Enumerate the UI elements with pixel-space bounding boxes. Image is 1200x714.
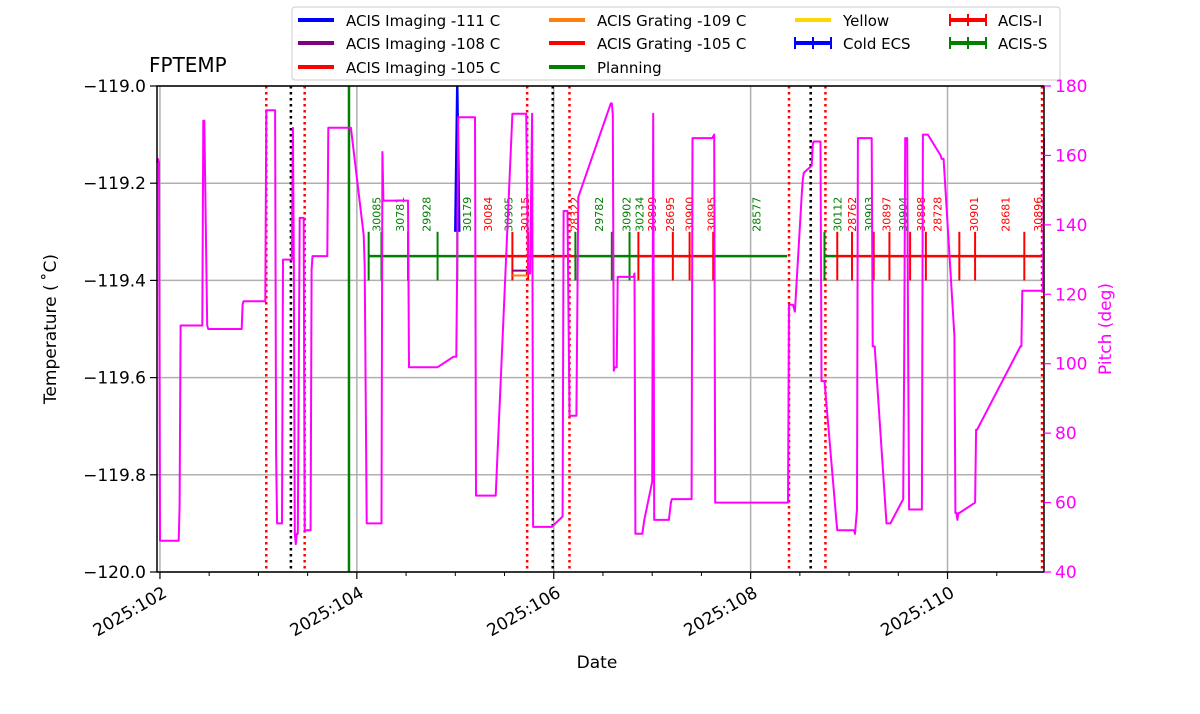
obsid-label: 28681 — [1000, 197, 1013, 232]
obsid-label: 30900 — [684, 197, 697, 232]
obsid-label: 30179 — [461, 197, 474, 232]
legend-label: Planning — [597, 59, 662, 77]
y2-tick-label: 180 — [1055, 77, 1087, 97]
y2-tick-label: 80 — [1055, 424, 1077, 444]
y-tick-label: −119.8 — [83, 466, 146, 486]
x-axis-label: Date — [577, 653, 618, 673]
obsid-label: 30115 — [519, 197, 532, 232]
legend-label: ACIS Grating -105 C — [597, 35, 746, 53]
legend-label: ACIS Grating -109 C — [597, 12, 746, 30]
obsid-label: 30903 — [863, 197, 876, 232]
y-tick-label: −120.0 — [83, 563, 146, 583]
x-tick-label: 2025:106 — [484, 583, 565, 641]
y2-tick-label: 60 — [1055, 494, 1077, 514]
obsid-label: 30895 — [705, 197, 718, 232]
obsid-label: 28695 — [664, 197, 677, 232]
y2-axis-label: Pitch (deg) — [1096, 283, 1116, 375]
obsid-label: 30781 — [394, 197, 407, 232]
y-tick-label: −119.0 — [83, 77, 146, 97]
legend-label: ACIS Imaging -108 C — [346, 35, 500, 53]
legend-items: ACIS Imaging -111 C ACIS Imaging -108 C AC… — [298, 12, 1047, 77]
obsid-label: 30902 — [621, 197, 634, 232]
obsid-label: 30896 — [1032, 197, 1045, 232]
obsid-label: 28322 — [568, 197, 581, 232]
pitch-series-layer — [156, 102, 1045, 546]
legend-label: ACIS Imaging -105 C — [346, 59, 500, 77]
y-axis-label: Temperature ( ˚C) — [40, 254, 61, 405]
plot-frame — [156, 85, 1045, 573]
obsid-labels: 30085 30781 29928 30179 30084 30905 30115 28322… — [371, 197, 1046, 232]
obsid-label: 30084 — [482, 197, 495, 232]
obsid-label: 30897 — [880, 197, 893, 232]
y2-tick-label: 140 — [1055, 216, 1087, 236]
obsid-label: 30112 — [831, 197, 844, 232]
y2-tick-label: 40 — [1055, 563, 1077, 583]
obsid-label: 29782 — [593, 197, 606, 232]
obsid-label: 30898 — [915, 197, 928, 232]
legend: ACIS Imaging -111 C ACIS Imaging -108 C AC… — [291, 6, 1061, 81]
y-tick-label: −119.6 — [83, 369, 146, 389]
y-tick-label: −119.4 — [83, 271, 146, 291]
x-tick-label: 2025:108 — [681, 583, 762, 641]
legend-label: ACIS-S — [998, 35, 1047, 53]
y2-tick-label: 100 — [1055, 355, 1087, 375]
marker-lines — [265, 86, 1044, 572]
x-tick-label: 2025:104 — [287, 583, 368, 641]
obsid-label: 30901 — [968, 197, 981, 232]
obsid-label: 30234 — [633, 197, 646, 232]
pitch-line — [156, 102, 1045, 546]
legend-box — [291, 6, 1061, 81]
obsid-label: 30085 — [371, 197, 384, 232]
obsid-label: 28577 — [751, 197, 764, 232]
y2-tick-label: 120 — [1055, 285, 1087, 305]
legend-label: ACIS Imaging -111 C — [346, 12, 500, 30]
x-tick-label: 2025:110 — [877, 583, 958, 641]
obsid-label: 28762 — [846, 197, 859, 232]
chart-title: FPTEMP — [149, 53, 227, 77]
x-tick-label: 2025:102 — [90, 583, 171, 641]
y-tick-label: −119.2 — [83, 174, 146, 194]
y2-tick-label: 160 — [1055, 146, 1087, 166]
legend-label: Yellow — [842, 12, 889, 30]
obsid-label: 28728 — [932, 197, 945, 232]
legend-label: ACIS-I — [998, 12, 1042, 30]
obsid-label: 29928 — [421, 197, 434, 232]
axes: 2025:102 2025:104 2025:106 2025:108 2025:110… — [83, 77, 1087, 641]
legend-label: Cold ECS — [843, 35, 911, 53]
